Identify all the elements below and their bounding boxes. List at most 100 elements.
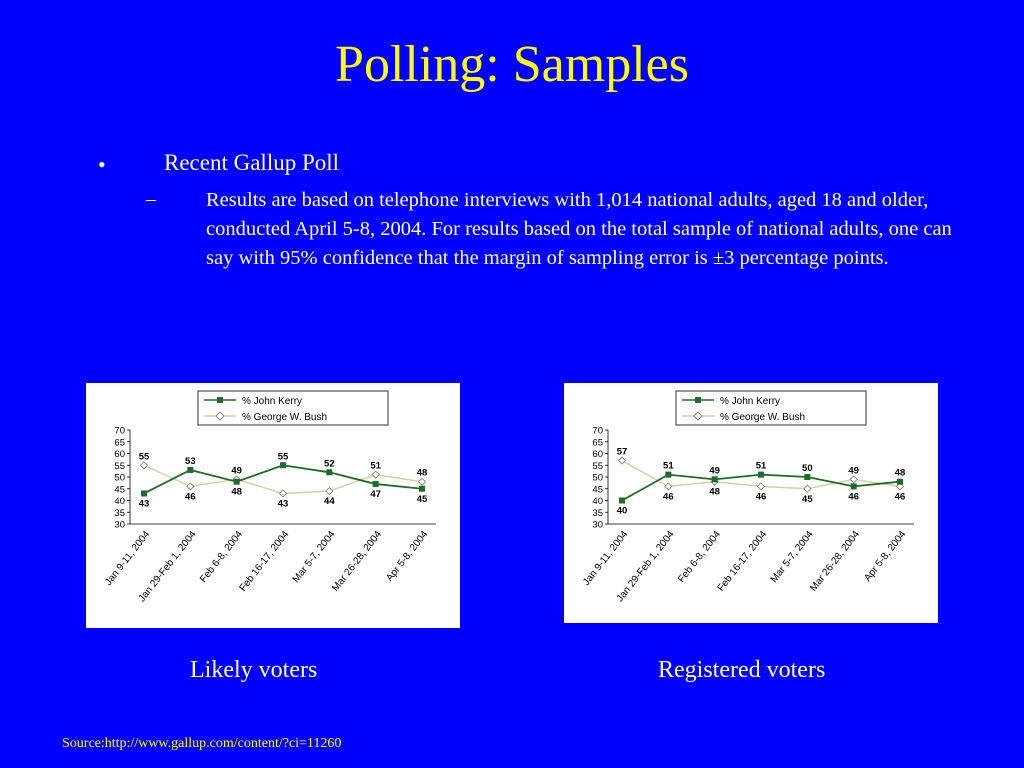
bush-data-point [186, 482, 195, 491]
kerry-data-label: 46 [848, 491, 859, 502]
bush-data-point [325, 487, 334, 496]
bush-data-label: 51 [370, 461, 381, 472]
y-tick-label: 55 [114, 461, 125, 472]
slide-title: Polling: Samples [335, 36, 689, 93]
bush-data-label: 46 [895, 491, 906, 502]
y-tick-label: 40 [592, 496, 603, 507]
kerry-data-label: 52 [324, 458, 335, 469]
y-tick-label: 70 [592, 426, 603, 437]
description-paragraph: Results are based on telephone interview… [206, 189, 952, 269]
kerry-data-point [897, 478, 903, 485]
kerry-data-point [850, 483, 857, 490]
bush-data-label: 55 [139, 451, 150, 462]
bush-data-point [371, 470, 380, 479]
y-tick-label: 50 [592, 473, 603, 484]
kerry-data-label: 51 [756, 461, 767, 472]
y-tick-label: 35 [114, 508, 125, 519]
y-tick-label: 30 [114, 520, 125, 531]
bush-data-label: 46 [756, 491, 767, 502]
bush-data-point [278, 489, 288, 498]
bullet-marker: • [98, 152, 106, 177]
y-tick-label: 30 [592, 520, 603, 531]
kerry-data-point [372, 481, 379, 488]
x-tick-label: Feb 16-17, 2004 [238, 529, 292, 594]
x-tick-label: Apr 5-8, 2004 [862, 529, 908, 584]
legend-marker-kerry [695, 397, 701, 403]
y-tick-label: 50 [114, 473, 125, 484]
likely-voters-chart: % John Kerry% George W. Bush 30 35 40 45 50 55… [86, 383, 460, 628]
bush-data-point [417, 477, 427, 486]
x-tick-label: Mar 26-28, 2004 [330, 529, 384, 594]
bush-data-label: 44 [324, 496, 335, 507]
kerry-data-label: 50 [802, 463, 813, 474]
y-tick-label: 65 [114, 437, 125, 448]
y-tick-label: 60 [592, 449, 603, 460]
bush-data-point [617, 456, 627, 465]
y-tick-label: 70 [114, 426, 125, 437]
likely-voters-chart-svg: % John Kerry% George W. Bush303540455055… [103, 390, 436, 604]
x-tick-label: Mar 5-7, 2004 [291, 529, 338, 585]
legend-marker-bush [693, 411, 703, 421]
x-tick-label: Feb 6-8, 2004 [676, 529, 723, 585]
kerry-data-label: 49 [709, 465, 720, 476]
kerry-data-point [665, 471, 672, 478]
kerry-data-point [711, 476, 718, 483]
x-tick-label: Mar 5-7, 2004 [769, 529, 816, 585]
bush-data-point [849, 475, 858, 484]
bush-data-label: 46 [663, 491, 674, 502]
bush-data-label: 48 [709, 487, 720, 498]
kerry-data-point [619, 497, 625, 504]
x-tick-label: Jan 9-11, 2004 [581, 529, 631, 588]
x-tick-label: Feb 16-17, 2004 [716, 529, 770, 594]
legend-box [197, 390, 389, 426]
registered-voters-chart-svg: % John Kerry % George W. Bush 303540455055… [581, 390, 914, 604]
y-tick-label: 60 [114, 449, 125, 460]
kerry-data-label: 47 [370, 489, 381, 500]
legend-marker-kerry [217, 397, 223, 403]
kerry-data-label: 53 [185, 456, 196, 467]
x-tick-label: Feb 6-8, 2004 [198, 529, 245, 585]
kerry-data-label: 45 [417, 494, 428, 505]
source-citation: Source:http://www.gallup.com/content/?ci… [62, 736, 342, 751]
y-tick-label: 55 [592, 461, 603, 472]
bush-data-label: 43 [278, 498, 289, 509]
x-tick-label: Jan 9-11, 2004 [103, 529, 153, 588]
legend-label: % George W. Bush [720, 412, 805, 423]
legend-marker-bush [215, 411, 225, 421]
caption-likely-voters: Likely voters [190, 657, 318, 683]
kerry-data-label: 43 [139, 498, 150, 509]
bullet-text: Recent Gallup Poll [164, 150, 340, 175]
y-tick-label: 45 [114, 484, 125, 495]
kerry-data-label: 55 [278, 451, 289, 462]
bush-data-point [803, 484, 812, 493]
bush-data-point [756, 482, 766, 491]
legend-label: % John Kerry [720, 396, 780, 407]
caption-registered-voters: Registered voters [658, 657, 826, 683]
y-tick-label: 40 [114, 496, 125, 507]
x-tick-label: Mar 26-28, 2004 [808, 529, 862, 594]
bush-data-point [664, 482, 673, 491]
y-tick-label: 35 [592, 508, 603, 519]
kerry-data-label: 51 [663, 461, 674, 472]
legend-label: % George W. Bush [242, 412, 327, 423]
kerry-data-point [804, 474, 811, 480]
kerry-data-label: 48 [231, 487, 242, 498]
legend-label: % John Kerry [242, 396, 302, 407]
bush-data-label: 46 [185, 491, 196, 502]
dash-marker: – [146, 188, 156, 210]
kerry-data-point [280, 462, 286, 469]
x-tick-label: Apr 5-8, 2004 [384, 529, 430, 584]
bush-data-label: 49 [848, 465, 859, 476]
kerry-data-point [141, 490, 147, 497]
kerry-data-point [233, 478, 240, 485]
kerry-data-point [758, 471, 764, 478]
bush-data-label: 48 [417, 468, 428, 479]
bush-data-label: 57 [617, 447, 628, 458]
y-tick-label: 65 [592, 437, 603, 448]
kerry-data-label: 40 [617, 506, 628, 517]
kerry-data-point [326, 469, 333, 476]
